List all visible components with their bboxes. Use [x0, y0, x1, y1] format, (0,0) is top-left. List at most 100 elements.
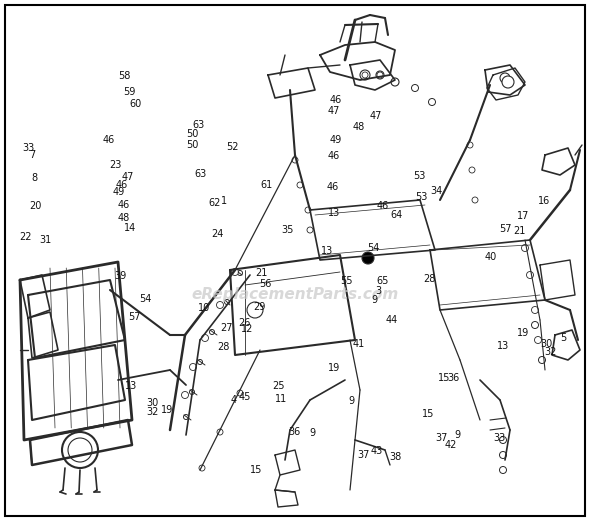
Circle shape — [199, 465, 205, 471]
Text: 3: 3 — [375, 286, 381, 296]
Text: 37: 37 — [435, 432, 448, 443]
Text: 50: 50 — [186, 140, 199, 150]
Text: 24: 24 — [211, 229, 224, 240]
Circle shape — [217, 429, 223, 435]
Text: 47: 47 — [369, 110, 382, 121]
Text: 5: 5 — [560, 332, 567, 343]
Text: 32: 32 — [146, 406, 159, 417]
Text: 36: 36 — [288, 427, 300, 438]
Circle shape — [237, 390, 243, 396]
Text: 61: 61 — [261, 180, 273, 191]
Text: 34: 34 — [431, 185, 443, 196]
Circle shape — [467, 142, 473, 148]
Text: 9: 9 — [309, 428, 315, 439]
Text: 17: 17 — [517, 210, 529, 221]
Text: 15: 15 — [422, 408, 435, 419]
Circle shape — [307, 227, 313, 233]
Text: 59: 59 — [123, 86, 135, 97]
Text: 11: 11 — [275, 394, 287, 404]
Text: 53: 53 — [415, 192, 428, 202]
Text: 12: 12 — [241, 324, 253, 334]
Text: 45: 45 — [238, 392, 251, 402]
Circle shape — [391, 78, 399, 86]
Circle shape — [502, 76, 514, 88]
Circle shape — [376, 71, 384, 79]
Text: 33: 33 — [22, 143, 35, 153]
Circle shape — [231, 268, 238, 276]
Text: 46: 46 — [327, 181, 339, 192]
Text: 49: 49 — [112, 187, 124, 197]
Text: 32: 32 — [544, 347, 556, 357]
Text: 35: 35 — [281, 225, 293, 235]
Circle shape — [500, 452, 506, 458]
Circle shape — [198, 359, 202, 365]
Text: 65: 65 — [376, 276, 389, 287]
Text: 30: 30 — [540, 339, 553, 349]
Circle shape — [292, 157, 298, 163]
Text: 54: 54 — [139, 294, 152, 304]
Text: 1: 1 — [221, 195, 227, 206]
Circle shape — [238, 270, 242, 276]
Circle shape — [202, 334, 208, 341]
Text: 46: 46 — [328, 151, 340, 162]
Text: 37: 37 — [358, 450, 370, 461]
Text: 46: 46 — [116, 180, 128, 191]
Text: 15: 15 — [438, 373, 450, 383]
Text: 38: 38 — [389, 452, 402, 463]
Text: 14: 14 — [124, 223, 136, 233]
Circle shape — [247, 302, 263, 318]
Circle shape — [469, 167, 475, 173]
Text: 63: 63 — [192, 120, 205, 130]
Text: 46: 46 — [118, 200, 130, 210]
Circle shape — [526, 271, 533, 279]
Text: 13: 13 — [321, 246, 333, 256]
Text: 63: 63 — [195, 169, 207, 179]
Text: 57: 57 — [129, 312, 141, 322]
Text: 52: 52 — [227, 142, 239, 152]
Text: 27: 27 — [221, 323, 233, 333]
Circle shape — [189, 364, 196, 370]
Text: 43: 43 — [371, 446, 383, 456]
Text: 8: 8 — [32, 173, 38, 183]
Circle shape — [500, 73, 510, 83]
Circle shape — [532, 306, 539, 314]
Text: 13: 13 — [328, 207, 340, 218]
Circle shape — [360, 70, 370, 80]
Text: 20: 20 — [30, 201, 42, 212]
Text: 60: 60 — [130, 99, 142, 109]
Text: 56: 56 — [260, 279, 272, 290]
Circle shape — [532, 321, 539, 329]
Text: 58: 58 — [118, 71, 130, 81]
Text: 49: 49 — [329, 134, 342, 145]
Text: 9: 9 — [348, 396, 354, 406]
Text: 16: 16 — [538, 196, 550, 206]
Text: 42: 42 — [445, 440, 457, 450]
Circle shape — [377, 72, 383, 78]
Circle shape — [362, 252, 374, 264]
Circle shape — [535, 337, 542, 343]
Circle shape — [411, 84, 418, 92]
Text: 47: 47 — [122, 172, 134, 182]
Text: 46: 46 — [376, 201, 389, 212]
Circle shape — [500, 466, 506, 474]
Circle shape — [209, 329, 215, 334]
Circle shape — [428, 98, 435, 105]
Circle shape — [539, 356, 546, 364]
Text: 9: 9 — [454, 430, 460, 440]
Text: 28: 28 — [217, 342, 230, 352]
Text: eReplacementParts.com: eReplacementParts.com — [191, 288, 399, 303]
Text: 47: 47 — [328, 106, 340, 117]
Text: 62: 62 — [209, 198, 221, 208]
Text: 26: 26 — [238, 318, 251, 328]
Circle shape — [183, 415, 188, 419]
Text: 19: 19 — [517, 328, 529, 339]
Text: 31: 31 — [39, 234, 51, 245]
Text: 30: 30 — [146, 398, 159, 408]
Text: 53: 53 — [413, 171, 425, 181]
Text: 9: 9 — [372, 294, 378, 305]
Text: 46: 46 — [103, 134, 115, 145]
Text: 13: 13 — [125, 380, 137, 391]
Circle shape — [500, 437, 506, 443]
Circle shape — [305, 207, 311, 213]
Text: 55: 55 — [340, 276, 352, 287]
